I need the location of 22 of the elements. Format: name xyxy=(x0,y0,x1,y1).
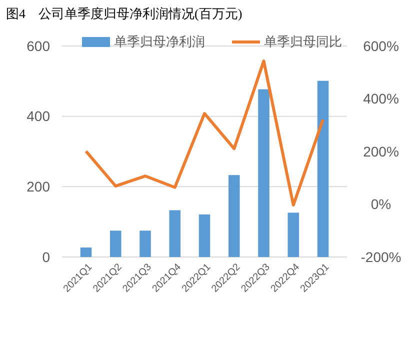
bar xyxy=(288,212,300,257)
y-tick-label: 200 xyxy=(26,178,50,195)
bar xyxy=(140,230,151,257)
y2-tick-label: -200% xyxy=(360,248,402,265)
bar xyxy=(258,89,270,257)
y-tick-label: 400 xyxy=(26,108,50,124)
line-series xyxy=(84,60,325,207)
bar xyxy=(198,214,210,257)
y-tick-label: 0 xyxy=(42,248,50,265)
legend-label: 单季归母同比 xyxy=(264,34,342,49)
legend-label: 单季归母净利润 xyxy=(114,34,205,49)
chart-title: 图4 公司单季度归母净利润情况(百万元) xyxy=(6,6,242,21)
bar xyxy=(169,210,181,257)
y2-tick-label: 200% xyxy=(363,143,399,160)
bar xyxy=(80,248,92,257)
bar xyxy=(317,80,329,257)
bar xyxy=(110,230,122,257)
y2-tick-label: 400% xyxy=(363,90,399,107)
y2-tick-label: 0% xyxy=(370,196,392,212)
bar xyxy=(228,175,240,257)
y-tick-label: 600 xyxy=(26,38,50,54)
y2-tick-label: 600% xyxy=(363,38,399,54)
